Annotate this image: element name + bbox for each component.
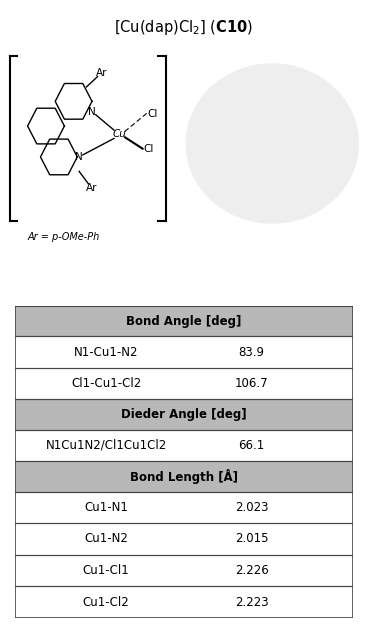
Text: 83.9: 83.9 — [239, 346, 265, 359]
Text: Ar: Ar — [86, 183, 98, 193]
Text: Cu1-N1: Cu1-N1 — [84, 501, 128, 514]
Text: 2.015: 2.015 — [235, 532, 269, 545]
Text: Cu1-N2: Cu1-N2 — [84, 532, 128, 545]
Text: $\mathrm{[Cu(dap)Cl_2]}$ ($\mathbf{C10}$): $\mathrm{[Cu(dap)Cl_2]}$ ($\mathbf{C10}$… — [114, 17, 254, 37]
Text: Cl1-Cu1-Cl2: Cl1-Cu1-Cl2 — [71, 377, 141, 390]
Text: Dieder Angle [deg]: Dieder Angle [deg] — [121, 408, 247, 421]
Text: Cl: Cl — [147, 109, 158, 119]
Text: 2.226: 2.226 — [235, 564, 269, 577]
Text: 66.1: 66.1 — [238, 439, 265, 452]
Text: Cu: Cu — [113, 129, 127, 139]
Bar — [15, 430, 353, 461]
Bar — [15, 399, 353, 430]
Bar — [15, 492, 353, 524]
Bar — [15, 524, 353, 555]
Bar — [15, 587, 353, 618]
Text: Cu1-Cl2: Cu1-Cl2 — [83, 595, 130, 608]
Text: Bond Angle [deg]: Bond Angle [deg] — [126, 314, 242, 328]
Text: N1Cu1N2/Cl1Cu1Cl2: N1Cu1N2/Cl1Cu1Cl2 — [46, 439, 167, 452]
Text: Bond Length [Å]: Bond Length [Å] — [130, 469, 238, 484]
Text: N1-Cu1-N2: N1-Cu1-N2 — [74, 346, 138, 359]
Text: N: N — [88, 107, 96, 117]
Text: Ar: Ar — [95, 67, 107, 77]
Ellipse shape — [186, 64, 358, 223]
Bar — [15, 461, 353, 492]
Text: N: N — [75, 152, 83, 162]
Text: 2.023: 2.023 — [235, 501, 269, 514]
Bar — [15, 368, 353, 399]
Text: Ar = p-OMe-Ph: Ar = p-OMe-Ph — [28, 232, 100, 242]
Text: Cl: Cl — [144, 144, 154, 154]
Text: 106.7: 106.7 — [235, 377, 269, 390]
Bar — [15, 555, 353, 587]
Bar — [15, 336, 353, 368]
Bar — [15, 306, 353, 336]
Text: 2.223: 2.223 — [235, 595, 269, 608]
Text: Cu1-Cl1: Cu1-Cl1 — [83, 564, 130, 577]
